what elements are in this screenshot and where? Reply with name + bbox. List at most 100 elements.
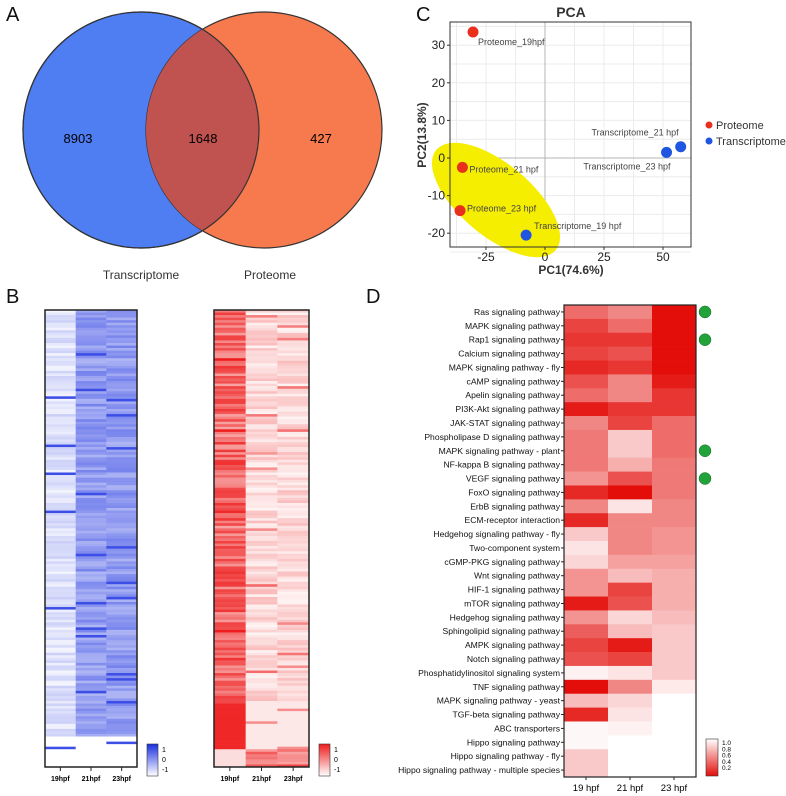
heatmap-cell (45, 520, 76, 524)
heatmap-cell (245, 574, 278, 577)
heatmap-cell (75, 388, 107, 392)
heatmap-cell (245, 576, 278, 580)
heatmap-cell (245, 728, 278, 732)
heatmap-cell (106, 492, 138, 496)
heatmap-cell (277, 439, 310, 443)
heatmap-cell (106, 310, 138, 313)
row-label: TGF-beta signaling pathway (453, 710, 561, 720)
heatmap-cell (214, 510, 246, 514)
heatmap-cell (214, 675, 246, 679)
pca-point (661, 146, 673, 158)
heatmap-cell (106, 363, 138, 367)
heatmap-cell (75, 538, 107, 542)
heatmap-cell (214, 376, 246, 379)
heatmap-cell (45, 495, 76, 499)
heatmap-cell (106, 551, 138, 555)
heatmap-cell (45, 571, 76, 575)
heatmap-cell (75, 330, 107, 334)
heatmap-cell (277, 381, 310, 384)
heatmap-cell (564, 429, 609, 445)
heatmap-cell (652, 471, 697, 486)
row-label: Wnt signaling pathway (474, 571, 561, 581)
heatmap-cell (214, 568, 246, 572)
heatmap-cell (245, 426, 278, 430)
heatmap-cell (106, 528, 138, 532)
heatmap-cell (652, 652, 697, 667)
heatmap-cell (214, 332, 246, 336)
heatmap-cell (214, 452, 246, 456)
heatmap-cell (277, 330, 310, 334)
heatmap-cell (277, 416, 310, 420)
heatmap-cell (214, 411, 246, 415)
heatmap-cell (277, 500, 310, 504)
heatmap-cell (75, 416, 107, 420)
x-tick-label: 21hpf (252, 776, 271, 783)
heatmap-cell (245, 340, 278, 344)
heatmap-cell (245, 500, 278, 504)
heatmap-cell (214, 731, 246, 735)
heatmap-cell (608, 554, 653, 570)
heatmap-cell (106, 574, 138, 577)
heatmap-cell (277, 327, 310, 331)
heatmap-cell (277, 337, 310, 341)
heatmap-cell (45, 348, 76, 351)
heatmap-cell (45, 469, 76, 473)
heatmap-cell (245, 541, 278, 544)
heatmap-cell (214, 348, 246, 351)
heatmap-cell (45, 515, 76, 519)
heatmap-cell (75, 662, 107, 666)
heatmap-cell (214, 414, 246, 417)
heatmap-cell (45, 744, 76, 747)
heatmap-cell (277, 315, 310, 318)
heatmap-cell (75, 741, 107, 745)
heatmap-cell (45, 706, 76, 709)
heatmap-cell (75, 604, 107, 608)
heatmap-cell (45, 439, 76, 443)
heatmap-cell (608, 541, 653, 556)
heatmap-cell (245, 614, 278, 618)
heatmap-cell (75, 746, 107, 750)
heatmap-cell (245, 419, 278, 423)
heatmap-cell (277, 744, 310, 747)
heatmap-cell (45, 673, 76, 676)
heatmap-cell (245, 568, 278, 572)
venn-label-proteome: Proteome (244, 268, 296, 282)
x-tick-label: 21hpf (82, 776, 101, 783)
heatmap-cell (106, 680, 138, 684)
heatmap-cell (214, 439, 246, 443)
heatmap-cell (277, 713, 310, 717)
heatmap-cell (75, 508, 107, 511)
heatmap-cell (245, 482, 278, 486)
heatmap-cell (652, 332, 697, 347)
heatmap-cell (277, 340, 310, 344)
heatmap-cell (277, 650, 310, 654)
heatmap-cell (106, 462, 138, 466)
heatmap-cell (245, 459, 278, 463)
heatmap-cell (214, 497, 246, 501)
heatmap-cell (75, 520, 107, 524)
heatmap-cell (75, 665, 107, 669)
heatmap-cell (277, 667, 310, 671)
heatmap-cell (45, 739, 76, 742)
heatmap-cell (245, 538, 278, 542)
heatmap-cell (106, 510, 138, 514)
heatmap-cell (245, 378, 278, 382)
heatmap-cell (214, 718, 246, 722)
heatmap-cell (45, 406, 76, 410)
heatmap-cell (106, 541, 138, 544)
heatmap-cell (277, 497, 310, 501)
heatmap-cell (245, 591, 278, 595)
heatmap-cell (75, 337, 107, 341)
heatmap-cell (608, 402, 653, 417)
heatmap-2: 19hpf 21hpf 23hpf 1 0 -1 (213, 309, 340, 783)
heatmap-cell (214, 508, 246, 511)
heatmap-cell (564, 402, 609, 417)
heatmap-cell (45, 708, 76, 712)
heatmap-cell (277, 642, 310, 646)
heatmap-cell (75, 533, 107, 537)
pca-xlabel: PC1(74.6%) (538, 263, 603, 277)
heatmap-cell (75, 683, 107, 687)
heatmap-cell (75, 376, 107, 379)
venn-diagram: 8903 1648 427 Transcriptome Proteome (22, 11, 383, 282)
heatmap-cell (608, 416, 653, 431)
